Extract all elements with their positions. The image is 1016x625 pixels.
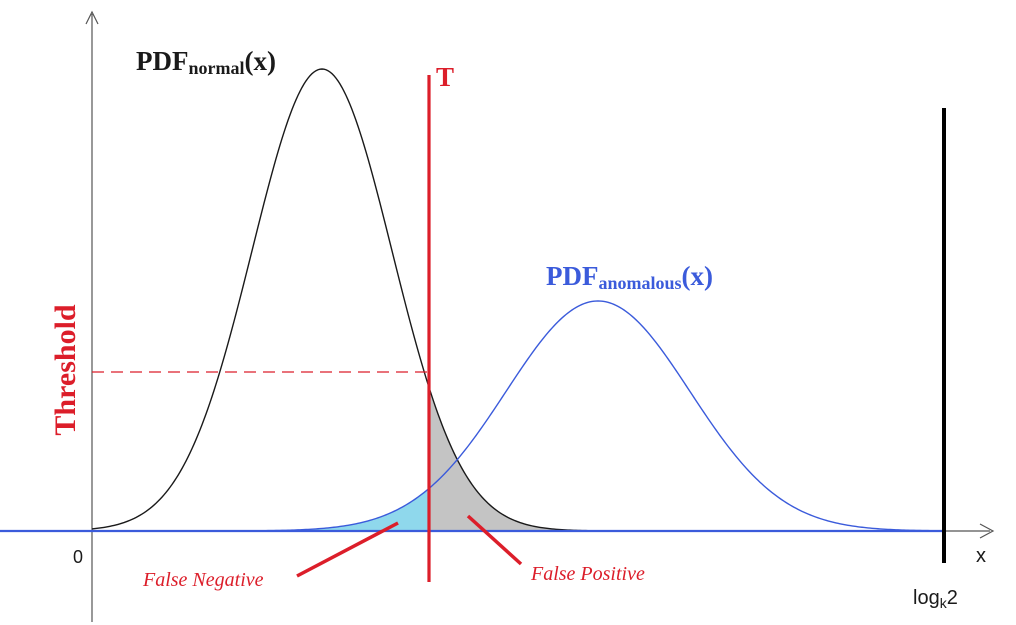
max-boundary-main: log [913, 587, 940, 609]
threshold-marker-label: T [436, 62, 454, 92]
pdf-normal-main: PDF [136, 46, 188, 76]
x-axis-arrow [979, 523, 995, 539]
false-negative-label: False Negative [142, 569, 264, 591]
false-positive-pointer [466, 514, 523, 566]
pdf-normal-label: PDFnormal(x) [136, 46, 276, 78]
origin-label: 0 [73, 547, 83, 567]
false-positive-area [429, 387, 700, 531]
false-positive-label: False Positive [530, 563, 645, 585]
pdf-anomalous-sub: anomalous [598, 273, 681, 293]
pdf-normal-sub: normal [188, 58, 244, 78]
pdf-normal-curve [91, 68, 944, 532]
max-boundary-label: logk2 [913, 587, 958, 611]
pdf-anomalous-main: PDF [546, 261, 598, 291]
max-boundary-tail: 2 [947, 587, 958, 609]
x-axis-label: x [976, 545, 986, 567]
max-boundary-sub: k [940, 595, 948, 611]
pdf-normal-arg: (x) [244, 46, 275, 76]
y-axis-arrow [85, 10, 99, 25]
false-negative-pointer [296, 521, 399, 578]
pdf-anomalous-arg: (x) [682, 261, 713, 291]
threshold-axis-label: Threshold [49, 304, 82, 435]
pdf-anomalous-label: PDFanomalous(x) [546, 261, 713, 293]
